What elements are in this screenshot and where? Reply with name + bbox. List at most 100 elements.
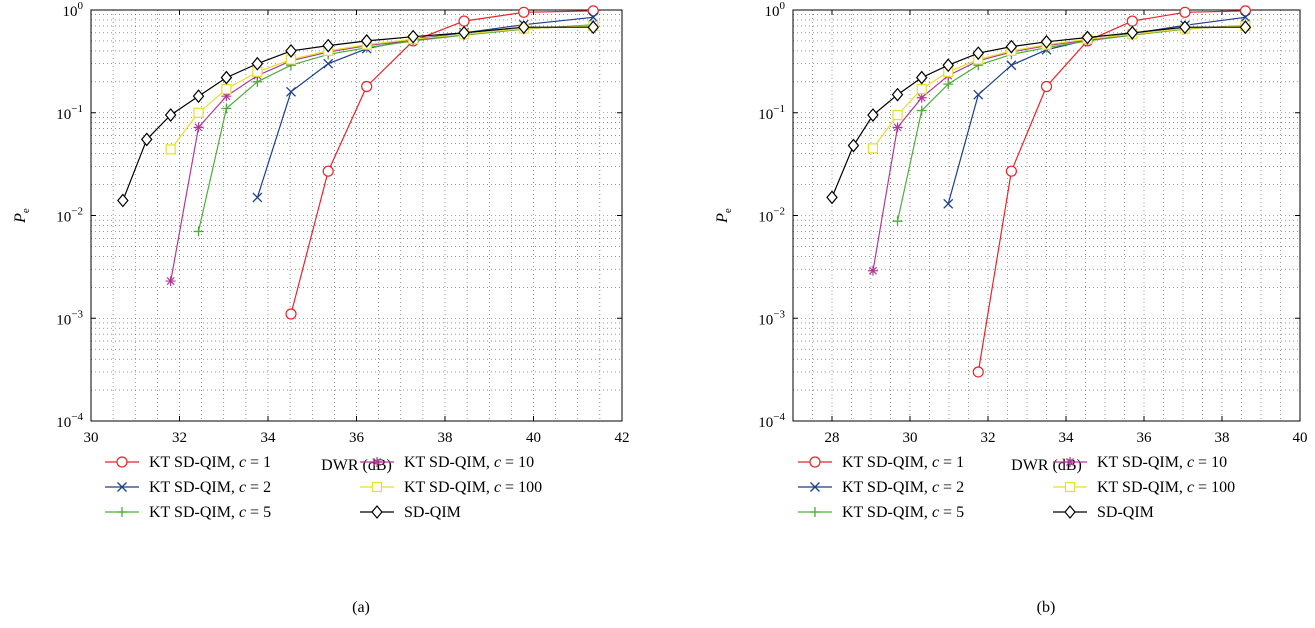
x-tick-label: 30 <box>84 430 99 446</box>
x-tick-label: 28 <box>825 430 840 446</box>
marker-circle <box>518 6 530 18</box>
marker-circle <box>458 15 470 27</box>
x-axis-label: DWR (dB) <box>321 457 392 474</box>
marker-star <box>916 92 927 103</box>
legend-item: KT SD-QIM, c = 1 <box>798 454 964 471</box>
legend-label: KT SD-QIM, c = 2 <box>842 479 964 496</box>
marker-diamond <box>1126 25 1139 40</box>
marker-circle <box>1040 80 1053 93</box>
marker-circle <box>972 366 984 378</box>
marker-square <box>221 83 232 95</box>
marker-plus <box>892 216 903 227</box>
y-tick-label: 10−4 <box>56 411 83 431</box>
plot-area <box>91 10 622 421</box>
marker-x <box>588 12 599 23</box>
marker-circle <box>322 165 334 177</box>
x-axis-label: DWR (dB) <box>1011 457 1082 474</box>
marker-diamond <box>1239 20 1252 35</box>
y-tick-label: 10−3 <box>56 308 83 328</box>
x-tick-label: 36 <box>1137 430 1153 446</box>
marker-circle <box>1005 165 1018 177</box>
marker-circle <box>116 456 128 468</box>
legend-label: KT SD-QIM, c = 10 <box>404 454 534 471</box>
legend-item: KT SD-QIM, c = 5 <box>798 504 964 521</box>
x-tick-label: 32 <box>981 430 996 446</box>
marker-diamond <box>1081 30 1094 45</box>
marker-star <box>221 91 232 102</box>
marker-diamond <box>587 20 600 35</box>
marker-diamond <box>140 132 153 147</box>
marker-diamond <box>972 46 985 61</box>
x-tick-label: 32 <box>172 430 187 446</box>
y-axis-label: Pe <box>12 208 32 224</box>
marker-star <box>372 457 382 467</box>
marker-x <box>1240 12 1251 23</box>
marker-diamond <box>1179 20 1191 35</box>
marker-diamond <box>360 33 373 48</box>
marker-star <box>165 276 176 287</box>
legend-item: SD-QIM <box>1053 504 1154 521</box>
marker-diamond <box>285 43 297 58</box>
marker-circle <box>809 456 821 468</box>
marker-circle <box>587 5 599 17</box>
y-tick-label: 10−4 <box>758 411 785 431</box>
legend-item: KT SD-QIM, c = 2 <box>798 479 964 496</box>
marker-circle <box>1239 5 1252 17</box>
legend-label: KT SD-QIM, c = 1 <box>842 454 964 471</box>
series-circle <box>972 5 1252 378</box>
legend-label: KT SD-QIM, c = 100 <box>1097 479 1235 496</box>
legend-label: KT SD-QIM, c = 1 <box>149 454 271 471</box>
y-tick-label: 100 <box>63 0 84 20</box>
marker-diamond <box>517 20 530 35</box>
marker-diamond <box>458 25 470 40</box>
legend-label: KT SD-QIM, c = 10 <box>1097 454 1227 471</box>
marker-square <box>916 83 927 95</box>
marker-star <box>867 265 878 276</box>
marker-square <box>193 107 204 118</box>
legend-label: SD-QIM <box>1097 504 1154 521</box>
marker-diamond <box>915 70 928 85</box>
y-axis-label: Pe <box>714 208 734 224</box>
marker-circle <box>285 308 297 320</box>
marker-diamond <box>942 58 955 73</box>
marker-x <box>252 192 263 203</box>
marker-x <box>117 482 127 492</box>
marker-diamond <box>251 56 264 71</box>
legend: KT SD-QIM, c = 1 KT SD-QIM, c = 2 KT SD-QI… <box>105 454 542 521</box>
marker-star <box>193 122 204 133</box>
x-tick-label: 42 <box>615 430 630 446</box>
legend-label: KT SD-QIM, c = 5 <box>842 504 964 521</box>
marker-diamond <box>867 108 879 122</box>
marker-x <box>810 482 820 492</box>
y-tick-label: 10−2 <box>758 206 785 226</box>
marker-diamond <box>1064 505 1076 519</box>
marker-diamond <box>164 108 177 122</box>
series-diamond <box>117 20 600 208</box>
marker-diamond <box>322 38 334 53</box>
x-tick-label: 38 <box>438 430 453 446</box>
marker-square <box>165 144 176 155</box>
marker-diamond <box>407 29 419 44</box>
y-tick-label: 10−2 <box>56 206 83 226</box>
legend-label: KT SD-QIM, c = 100 <box>404 479 542 496</box>
marker-x <box>323 58 334 69</box>
panel-caption: (b) <box>1037 599 1056 616</box>
legend-label: SD-QIM <box>404 504 461 521</box>
marker-diamond <box>826 190 838 205</box>
x-tick-label: 40 <box>1293 430 1308 446</box>
marker-diamond <box>1040 34 1053 49</box>
marker-x <box>943 198 954 209</box>
chart-panel-b: 28 30 32 34 36 38 40 10−4 10−3 10−2 10−1 100 DWR (dB… <box>714 0 1308 616</box>
marker-square <box>1064 481 1076 493</box>
marker-plus <box>916 105 927 116</box>
marker-square <box>371 481 383 493</box>
series-diamond <box>826 20 1252 205</box>
marker-plus <box>810 507 820 517</box>
marker-diamond <box>192 89 205 104</box>
legend-item: KT SD-QIM, c = 10 <box>360 454 534 471</box>
x-tick-label: 36 <box>349 430 365 446</box>
marker-square <box>892 109 903 121</box>
marker-plus <box>221 103 232 114</box>
marker-star <box>892 122 903 133</box>
